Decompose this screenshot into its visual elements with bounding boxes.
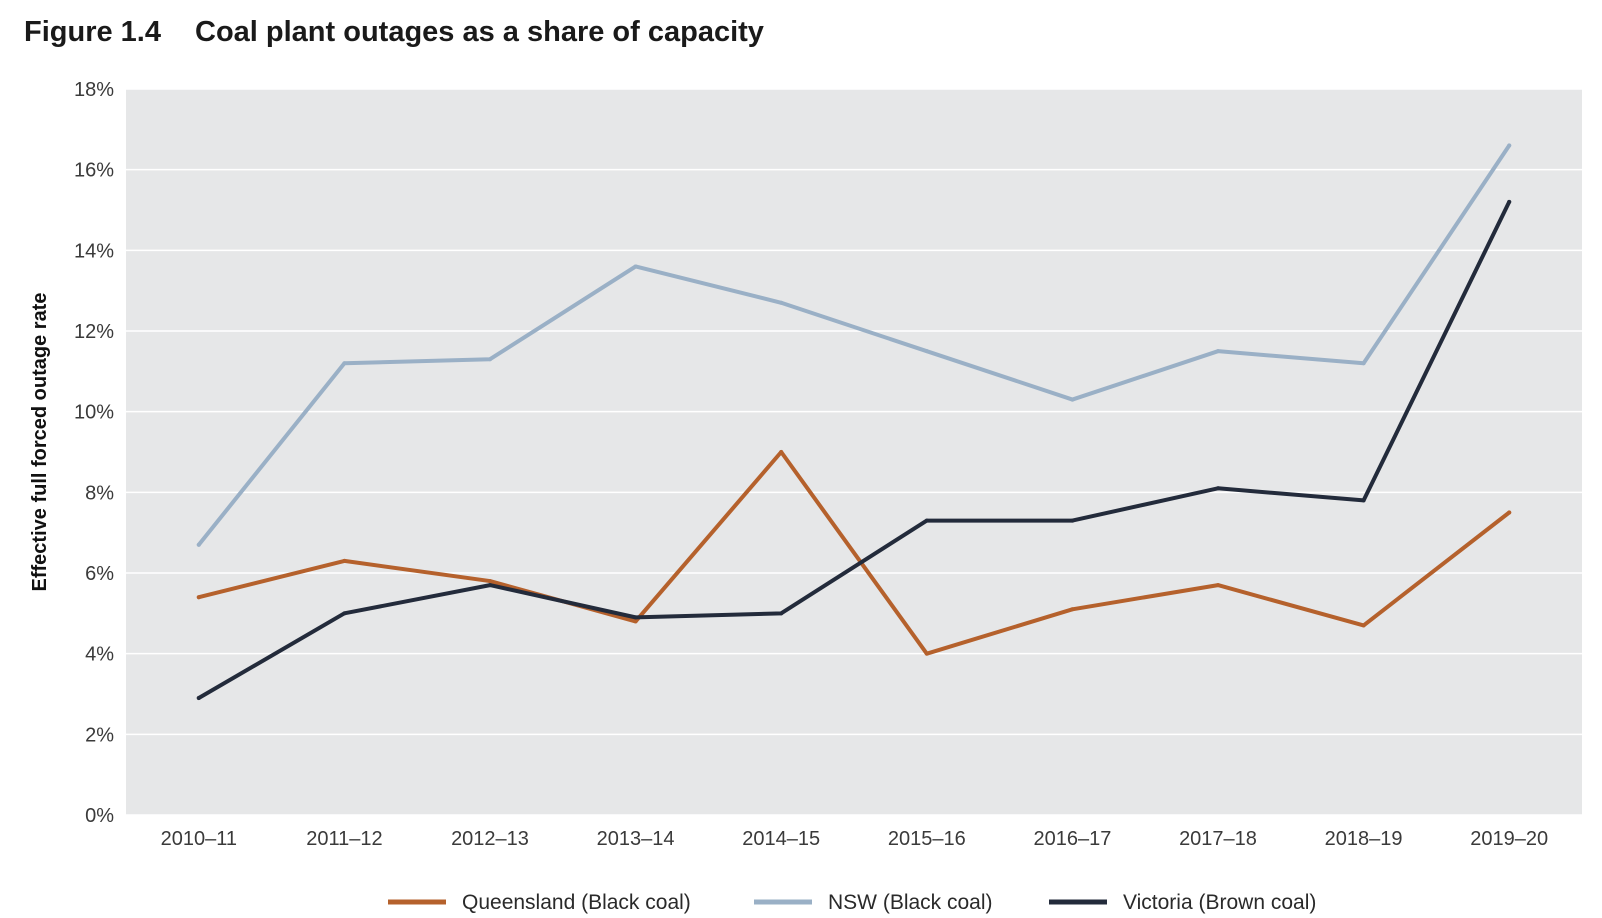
data-point [779, 300, 784, 305]
data-point [1070, 518, 1075, 523]
data-point [1361, 498, 1366, 503]
data-point [1070, 607, 1075, 612]
y-tick-label: 14% [74, 240, 114, 262]
x-tick-label: 2010–11 [161, 828, 237, 850]
series-line [196, 450, 1512, 656]
data-point [1216, 486, 1220, 491]
y-tick-label: 6% [85, 563, 114, 585]
y-tick-label: 4% [85, 644, 114, 666]
figure-title: Coal plant outages as a share of capacit… [195, 16, 764, 48]
y-tick-label: 8% [85, 482, 114, 504]
legend-label: NSW (Black coal) [828, 891, 993, 914]
data-point [633, 615, 638, 620]
series-line [196, 199, 1512, 701]
y-tick-label: 16% [74, 160, 114, 182]
data-point [1216, 349, 1220, 354]
data-point [779, 450, 784, 454]
y-tick-label: 2% [85, 724, 114, 746]
data-point [1507, 199, 1512, 204]
y-tick-label: 12% [74, 321, 114, 343]
legend-item: NSW (Black coal) [754, 891, 993, 914]
data-point [196, 542, 201, 547]
data-point [1361, 361, 1366, 366]
x-tick-label: 2011–12 [306, 828, 382, 850]
data-point [488, 583, 492, 588]
x-tick-label: 2018–19 [1325, 828, 1403, 850]
legend-item: Victoria (Brown coal) [1049, 891, 1316, 914]
data-point [1507, 143, 1512, 148]
series-line [196, 143, 1512, 547]
plot-background [126, 89, 1582, 815]
data-point [342, 611, 347, 616]
data-point [488, 357, 492, 362]
x-tick-label: 2012–13 [451, 828, 529, 850]
figure-number: Figure 1.4 [24, 16, 161, 48]
legend-label: Queensland (Black coal) [462, 891, 691, 914]
series-2 [196, 199, 1512, 701]
data-point [488, 579, 492, 584]
legend-label: Victoria (Brown coal) [1123, 891, 1316, 914]
figure-header: Figure 1.4 Coal plant outages as a share… [24, 16, 764, 49]
data-point [1361, 623, 1366, 628]
y-axis-title: Effective full forced outage rate [29, 293, 51, 592]
x-tick-label: 2015–16 [888, 828, 966, 850]
series-0 [196, 450, 1512, 656]
data-point [633, 619, 638, 624]
x-tick-label: 2014–15 [742, 828, 820, 850]
y-tick-label: 0% [85, 805, 114, 827]
x-tick-label: 2019–20 [1470, 828, 1548, 850]
data-point [924, 518, 929, 523]
data-point [924, 651, 929, 656]
data-point [779, 611, 784, 616]
data-point [196, 595, 201, 600]
data-point [1216, 583, 1220, 588]
data-point [196, 696, 201, 701]
legend-item: Queensland (Black coal) [388, 891, 691, 914]
data-point [924, 349, 929, 354]
y-tick-label: 10% [74, 402, 114, 424]
series-1 [196, 143, 1512, 547]
data-point [633, 264, 638, 269]
x-tick-label: 2013–14 [597, 828, 675, 850]
x-tick-label: 2016–17 [1033, 828, 1111, 850]
x-tick-label: 2017–18 [1179, 828, 1257, 850]
y-tick-label: 18% [74, 79, 114, 101]
data-point [342, 558, 347, 563]
data-point [342, 361, 347, 366]
data-point [1070, 397, 1075, 402]
data-point [1507, 510, 1512, 515]
